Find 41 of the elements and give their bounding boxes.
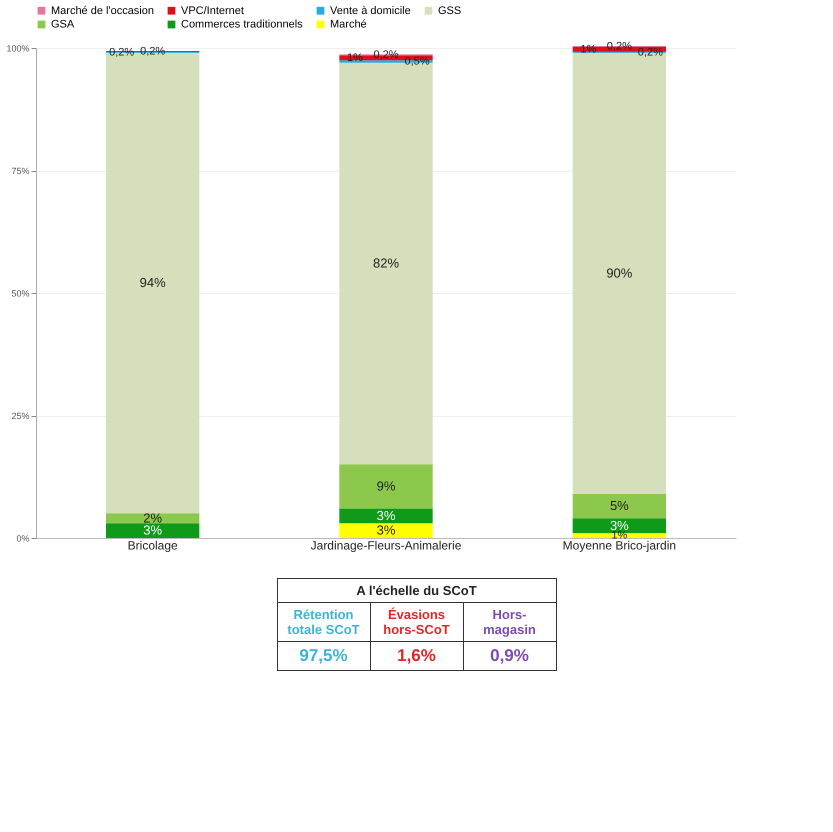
- y-tick-label: 50%: [11, 288, 30, 298]
- legend-label: GSA: [51, 18, 75, 30]
- y-tick-label: 75%: [11, 166, 30, 176]
- y-tick-label: 25%: [11, 411, 30, 421]
- text: Rétention totale SCoT: [277, 602, 370, 642]
- data-label: 0,2%: [373, 48, 399, 61]
- data-label: 0,5%: [404, 55, 430, 68]
- bar: [106, 523, 200, 538]
- legend-label: Marché: [330, 18, 367, 30]
- text: 1,6%: [370, 642, 463, 670]
- text: Hors-magasin: [463, 602, 556, 642]
- legend-label: GSS: [438, 4, 462, 17]
- data-label: 3%: [376, 508, 396, 523]
- data-label: 5%: [610, 498, 630, 514]
- y-tick-label: 0%: [16, 534, 30, 544]
- x-tick-label: Bricolage: [128, 538, 178, 552]
- x-tick-label: Jardinage-Fleurs-Animalerie: [310, 538, 462, 552]
- legend-label: Marché de l'occasion: [51, 4, 154, 17]
- legend-label: Vente à domicile: [330, 4, 411, 17]
- data-label: 2%: [143, 510, 162, 526]
- text: A l'échelle du SCoT: [277, 578, 556, 602]
- bar: [106, 514, 200, 524]
- data-label: 3%: [376, 522, 396, 538]
- legend-label: Commerces traditionnels: [181, 18, 304, 30]
- legend-label: VPC/Internet: [181, 4, 244, 17]
- text: Évasions hors-SCoT: [370, 602, 463, 642]
- x-tick-label: Moyenne Brico-jardin: [562, 538, 676, 552]
- data-label: 82%: [372, 256, 400, 271]
- text: 0,9%: [463, 642, 556, 670]
- data-label: 0,2%: [606, 40, 632, 53]
- bar: [339, 464, 433, 509]
- data-label: 3%: [143, 522, 162, 538]
- data-label: 94%: [140, 275, 166, 290]
- data-label: 90%: [606, 265, 633, 280]
- y-tick-label: 100%: [6, 44, 30, 54]
- bar: [572, 494, 666, 518]
- data-label: 0,2%: [638, 46, 664, 58]
- bar: [339, 508, 433, 524]
- text: 97,5%: [277, 642, 370, 670]
- bar: [339, 523, 433, 538]
- data-label: 9%: [376, 478, 396, 494]
